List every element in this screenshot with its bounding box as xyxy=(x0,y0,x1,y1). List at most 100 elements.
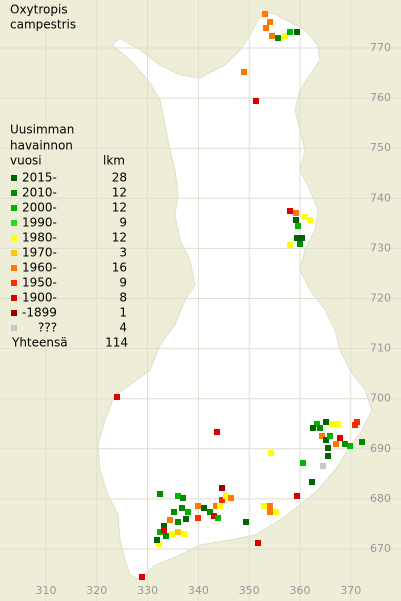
total-count: 114 xyxy=(105,336,128,350)
observation-square xyxy=(275,35,281,41)
legend-count: 8 xyxy=(119,291,127,305)
observation-square xyxy=(342,441,348,447)
legend-label: 1900- xyxy=(22,291,57,305)
observation-square xyxy=(307,217,313,223)
legend-count: 3 xyxy=(119,246,127,260)
north-label: 710 xyxy=(370,342,391,355)
legend-label: -1899 xyxy=(22,306,57,320)
observation-square xyxy=(255,540,261,546)
observation-square xyxy=(317,425,323,431)
legend-swatch xyxy=(11,265,17,271)
observation-square xyxy=(267,509,273,515)
observation-square xyxy=(219,485,225,491)
legend-swatch xyxy=(11,295,17,301)
legend-label: 1960- xyxy=(22,261,57,275)
legend-heading: Uusimman xyxy=(10,123,74,137)
observation-square xyxy=(163,533,169,539)
legend-count: 28 xyxy=(112,171,127,185)
legend-count: 16 xyxy=(112,261,127,275)
observation-square xyxy=(333,441,339,447)
observation-square xyxy=(219,497,225,503)
observation-square xyxy=(195,515,201,521)
observation-square xyxy=(319,433,325,439)
observation-square xyxy=(181,531,187,537)
observation-square xyxy=(294,493,300,499)
legend-label: 1980- xyxy=(22,231,57,245)
observation-square xyxy=(214,429,220,435)
observation-square xyxy=(337,435,343,441)
legend-count: 9 xyxy=(119,216,127,230)
legend-label: 1970- xyxy=(22,246,57,260)
legend-swatch xyxy=(11,175,17,181)
legend-label: 2000- xyxy=(22,201,57,215)
legend-count: 9 xyxy=(119,276,127,290)
title-line: Oxytropis xyxy=(10,3,68,17)
observation-square xyxy=(310,425,316,431)
observation-square xyxy=(293,210,299,216)
observation-square xyxy=(295,223,301,229)
observation-square xyxy=(180,495,186,501)
observation-square xyxy=(309,479,315,485)
observation-square xyxy=(323,437,329,443)
north-label: 680 xyxy=(370,492,391,505)
total-label: Yhteensä xyxy=(11,336,68,350)
observation-square xyxy=(243,519,249,525)
observation-square xyxy=(139,574,145,580)
observation-square xyxy=(213,503,219,509)
east-label: 360 xyxy=(290,584,311,597)
legend-label: 1950- xyxy=(22,276,57,290)
legend-count: 1 xyxy=(119,306,127,320)
observation-square xyxy=(157,529,163,535)
north-label: 760 xyxy=(370,91,391,104)
observation-square xyxy=(183,516,189,522)
legend-count-heading: lkm xyxy=(103,154,125,168)
observation-square xyxy=(299,235,305,241)
observation-square xyxy=(228,495,234,501)
north-label: 740 xyxy=(370,191,391,204)
observation-square xyxy=(302,214,308,220)
observation-square xyxy=(167,517,173,523)
observation-square xyxy=(161,527,167,533)
observation-square xyxy=(169,531,175,537)
observation-square xyxy=(269,33,275,39)
observation-square xyxy=(300,460,306,466)
legend-swatch xyxy=(11,280,17,286)
north-label: 730 xyxy=(370,241,391,254)
observation-square xyxy=(253,98,259,104)
legend-count: 12 xyxy=(112,186,127,200)
observation-square xyxy=(171,509,177,515)
legend-label: 1990- xyxy=(22,216,57,230)
east-label: 330 xyxy=(137,584,158,597)
observation-square xyxy=(294,235,300,241)
legend-swatch xyxy=(11,235,17,241)
north-label: 720 xyxy=(370,292,391,305)
observation-square xyxy=(287,29,293,35)
observation-square xyxy=(287,242,293,248)
observation-square xyxy=(175,519,181,525)
east-label: 340 xyxy=(188,584,209,597)
legend-swatch xyxy=(11,220,17,226)
legend-swatch xyxy=(11,310,17,316)
east-label: 370 xyxy=(340,584,361,597)
observation-square xyxy=(287,208,293,214)
observation-square xyxy=(223,493,229,499)
legend-swatch xyxy=(11,325,17,331)
observation-square xyxy=(195,503,201,509)
legend-count: 4 xyxy=(119,321,127,335)
observation-square xyxy=(335,421,341,427)
observation-square xyxy=(207,509,213,515)
observation-square xyxy=(263,25,269,31)
legend-label: ??? xyxy=(38,321,57,335)
observation-square xyxy=(185,509,191,515)
legend-heading: vuosi xyxy=(10,154,42,168)
observation-square xyxy=(114,394,120,400)
observation-square xyxy=(359,439,365,445)
finland-outline xyxy=(97,11,373,581)
observation-square xyxy=(201,505,207,511)
observation-square xyxy=(179,505,185,511)
observation-square xyxy=(267,503,273,509)
east-label: 310 xyxy=(36,584,57,597)
observation-square xyxy=(347,443,353,449)
